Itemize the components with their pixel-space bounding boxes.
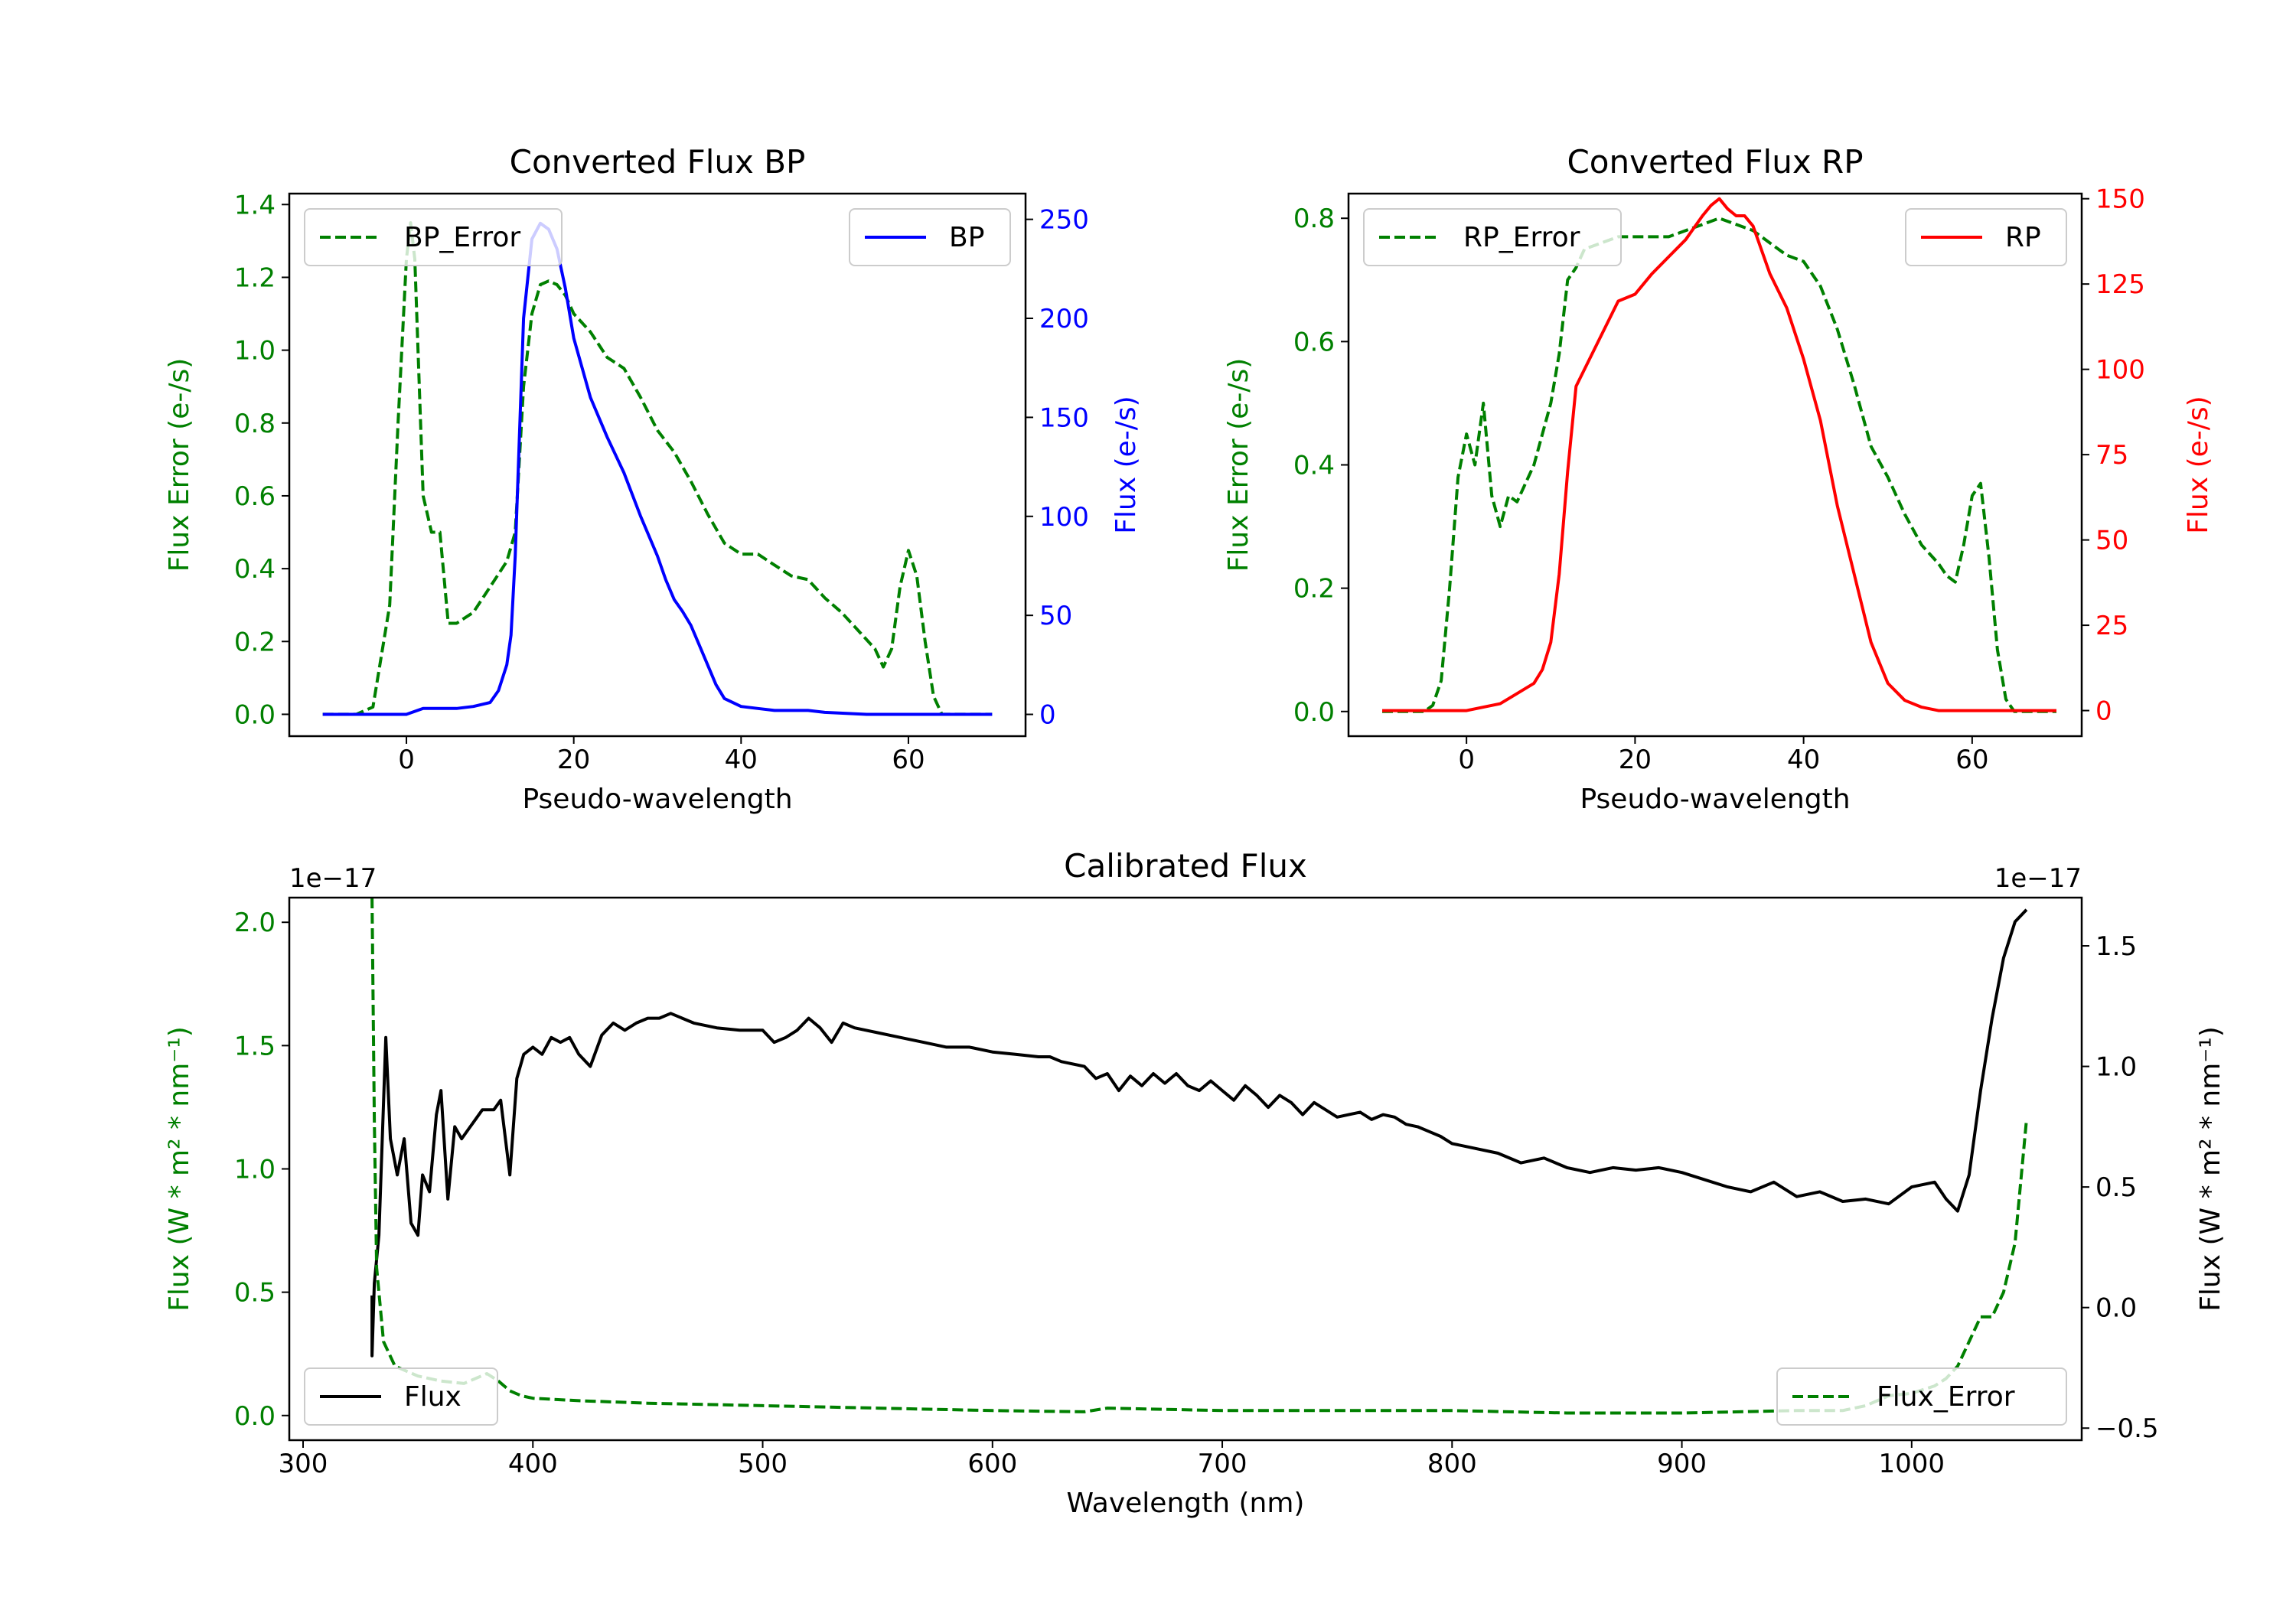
- legend-box: [1905, 208, 2067, 266]
- x-tick-label: 700: [1198, 1449, 1247, 1479]
- y-right-tick-label: 0: [1039, 700, 1056, 731]
- x-tick-label: 400: [508, 1449, 558, 1479]
- chart-title: Calibrated Flux: [1064, 847, 1307, 885]
- y-left-tick-label: 0.0: [234, 699, 276, 730]
- x-axis-label: Pseudo-wavelength: [522, 784, 792, 815]
- y-right-tick-label: 0: [2095, 696, 2112, 727]
- y-right-tick-label: 250: [1039, 205, 1089, 236]
- y-right-tick-label: 100: [1039, 502, 1089, 533]
- y-left-tick-label: 0.4: [1293, 451, 1335, 481]
- x-tick-label: 500: [738, 1449, 788, 1479]
- x-tick-label: 20: [557, 745, 590, 775]
- y-right-tick-label: 150: [2095, 184, 2145, 215]
- x-tick-label: 40: [725, 745, 758, 775]
- y-left-tick-label: 1.5: [234, 1031, 276, 1061]
- y-left-tick-label: 1.2: [234, 262, 276, 293]
- plot-frame: [288, 192, 1027, 738]
- y-left-tick-label: 0.8: [234, 409, 276, 439]
- y-left-tick-label: 0.0: [234, 1401, 276, 1432]
- calibrated-panel: 300 400 500 600 700 800 900 1000 0.0 0.5 1.0 1.5 2.0…: [164, 847, 2226, 1519]
- y-right-tick-label: 0.0: [2095, 1293, 2137, 1324]
- bp-bp-error-line: [322, 221, 993, 716]
- x-tick-label: 0: [1458, 745, 1475, 775]
- legend-box: [849, 208, 1011, 266]
- legend-rp: RP: [1905, 208, 2067, 266]
- y-left-tick-label: 0.6: [234, 481, 276, 512]
- x-tick-label: 60: [1955, 745, 1988, 775]
- x-tick-label: 0: [398, 745, 415, 775]
- y-right-axis-label: Flux (e-/s): [1110, 396, 1142, 533]
- y-right-tick-label: −0.5: [2095, 1413, 2159, 1444]
- legend-box: [1776, 1367, 2067, 1426]
- y-left-axis-label: Flux Error (e-/s): [1223, 358, 1254, 572]
- legend-bp-error: BP_Error: [304, 208, 563, 266]
- y-right-axis-label: Flux (e-/s): [2183, 396, 2214, 533]
- y-right-axis-label: Flux (W * m² * nm⁻¹): [2195, 1026, 2226, 1312]
- rp-panel: 0 20 40 60 0.0 0.2 0.4 0.6 0.8 0 25 50 75 100 125 150 Co…: [1223, 143, 2214, 815]
- legend-box: [304, 208, 563, 266]
- y-left-tick-label: 0.0: [1293, 697, 1335, 728]
- x-axis-label: Pseudo-wavelength: [1580, 784, 1850, 815]
- chart-title: Converted Flux BP: [510, 143, 806, 181]
- y-right-offset-label: 1e−17: [1994, 863, 2082, 894]
- x-tick-label: 20: [1619, 745, 1652, 775]
- x-axis-label: Wavelength (nm): [1067, 1488, 1305, 1519]
- y-left-tick-label: 0.4: [234, 554, 276, 585]
- legend-label: Flux: [404, 1381, 461, 1413]
- y-right-tick-label: 1.0: [2095, 1052, 2137, 1083]
- y-right-tick-label: 50: [1039, 601, 1072, 631]
- legend-flux-error: Flux_Error: [1776, 1367, 2067, 1426]
- chart-title: Converted Flux RP: [1567, 143, 1863, 181]
- y-left-tick-label: 0.2: [234, 627, 276, 657]
- y-left-tick-label: 1.0: [234, 336, 276, 367]
- x-tick-label: 300: [279, 1449, 328, 1479]
- legend-label: Flux_Error: [1877, 1381, 2015, 1413]
- y-left-offset-label: 1e−17: [289, 863, 377, 894]
- y-left-axis-label: Flux Error (e-/s): [164, 358, 195, 572]
- y-right-tick-label: 50: [2095, 526, 2128, 556]
- y-right-tick-label: 25: [2095, 611, 2128, 641]
- y-left-tick-label: 1.0: [234, 1155, 276, 1185]
- legend-label: RP_Error: [1463, 222, 1580, 253]
- rp-rp-error-line: [1382, 217, 2056, 713]
- y-right-tick-label: 75: [2095, 440, 2128, 471]
- legend-label: RP: [2005, 222, 2041, 253]
- x-tick-label: 40: [1787, 745, 1820, 775]
- legend-rp-error: RP_Error: [1363, 208, 1622, 266]
- y-left-tick-label: 0.8: [1293, 204, 1335, 234]
- y-right-tick-label: 1.5: [2095, 931, 2137, 962]
- legend-flux: Flux: [304, 1367, 498, 1426]
- x-tick-label: 900: [1657, 1449, 1707, 1479]
- y-left-axis-label: Flux (W * m² * nm⁻¹): [164, 1026, 195, 1312]
- y-left-tick-label: 2.0: [234, 908, 276, 938]
- legend-box: [304, 1367, 498, 1426]
- rp-rp-line: [1382, 197, 2056, 712]
- x-tick-label: 800: [1427, 1449, 1477, 1479]
- x-tick-label: 600: [967, 1449, 1017, 1479]
- y-right-tick-label: 0.5: [2095, 1172, 2137, 1203]
- legend-bp: BP: [849, 208, 1011, 266]
- x-tick-label: 60: [892, 745, 925, 775]
- legend-label: BP: [949, 222, 984, 253]
- y-left-tick-label: 1.4: [234, 190, 276, 220]
- legend-label: BP_Error: [404, 222, 520, 253]
- y-left-tick-label: 0.5: [234, 1278, 276, 1309]
- y-right-tick-label: 200: [1039, 304, 1089, 334]
- x-tick-label: 1000: [1879, 1449, 1945, 1479]
- y-left-tick-label: 0.6: [1293, 327, 1335, 357]
- y-left-tick-label: 0.2: [1293, 574, 1335, 605]
- bp-panel: 0 20 40 60 0.0 0.2 0.4 0.6 0.8 1.0 1.2 1.4 0 50 100 150…: [164, 143, 1142, 815]
- calibrated-flux-line: [370, 908, 2028, 1358]
- y-right-tick-label: 100: [2095, 355, 2145, 386]
- legend-box: [1363, 208, 1622, 266]
- y-right-tick-label: 150: [1039, 403, 1089, 433]
- bp-bp-line: [322, 221, 993, 716]
- y-right-tick-label: 125: [2095, 269, 2145, 300]
